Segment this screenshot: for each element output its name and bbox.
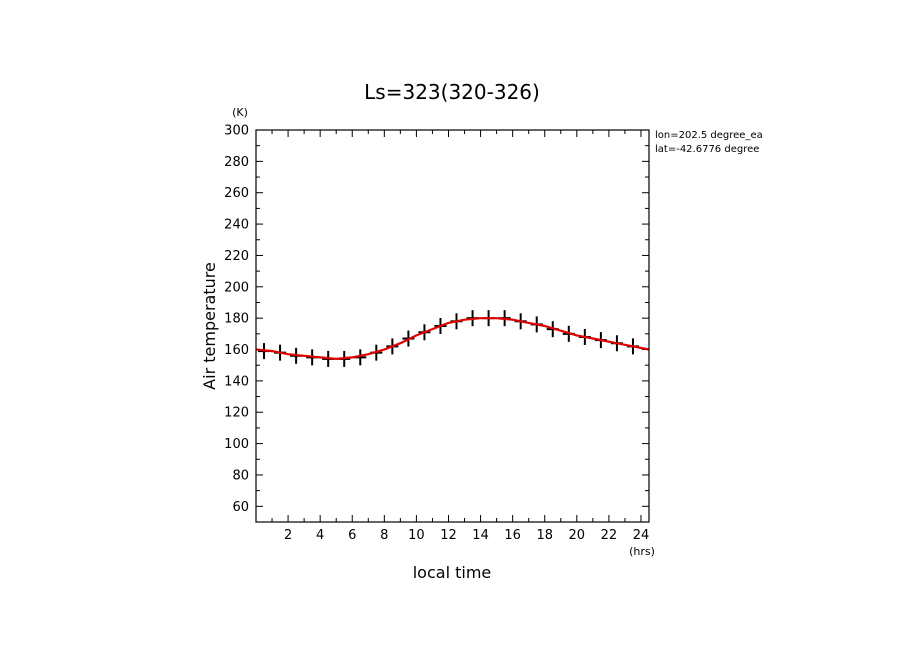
x-axis-label: local time (413, 563, 492, 582)
y-axis-label: Air temperature (200, 262, 219, 390)
plot-frame (255, 129, 650, 523)
x-tick-label: 12 (440, 528, 457, 543)
x-tick-label: 14 (472, 528, 489, 543)
fit-curve (255, 317, 650, 360)
x-tick-label: 10 (408, 528, 425, 543)
y-tick-label: 260 (224, 186, 249, 201)
y-unit-label: (K) (232, 106, 248, 119)
marker-series (258, 310, 639, 367)
x-tick-label: 2 (284, 528, 292, 543)
x-tick-label: 6 (348, 528, 356, 543)
x-tick-label: 16 (504, 528, 521, 543)
annotation-clip (780, 125, 904, 165)
y-tick-label: 120 (224, 406, 249, 421)
x-tick-label: 8 (380, 528, 388, 543)
x-tick-label: 4 (316, 528, 324, 543)
y-tick-label: 180 (224, 312, 249, 327)
x-tick-label: 22 (601, 528, 618, 543)
x-unit-label: (hrs) (629, 545, 655, 558)
chart-title: Ls=323(320-326) (364, 80, 540, 104)
y-tick-label: 60 (232, 500, 249, 515)
y-tick-label: 160 (224, 343, 249, 358)
x-tick-label: 20 (569, 528, 586, 543)
x-tick-label: 18 (536, 528, 553, 543)
y-tick-label: 140 (224, 374, 249, 389)
y-tick-label: 100 (224, 437, 249, 452)
y-tick-label: 300 (224, 124, 249, 139)
y-tick-label: 240 (224, 218, 249, 233)
y-tick-label: 220 (224, 249, 249, 264)
y-tick-label: 80 (232, 468, 249, 483)
annotation-lat: lat=-42.6776 degree (655, 144, 759, 155)
y-tick-label: 280 (224, 155, 249, 170)
y-tick-label: 200 (224, 280, 249, 295)
x-tick-label: 24 (633, 528, 650, 543)
annotation-lon: lon=202.5 degree_ea (655, 130, 763, 141)
